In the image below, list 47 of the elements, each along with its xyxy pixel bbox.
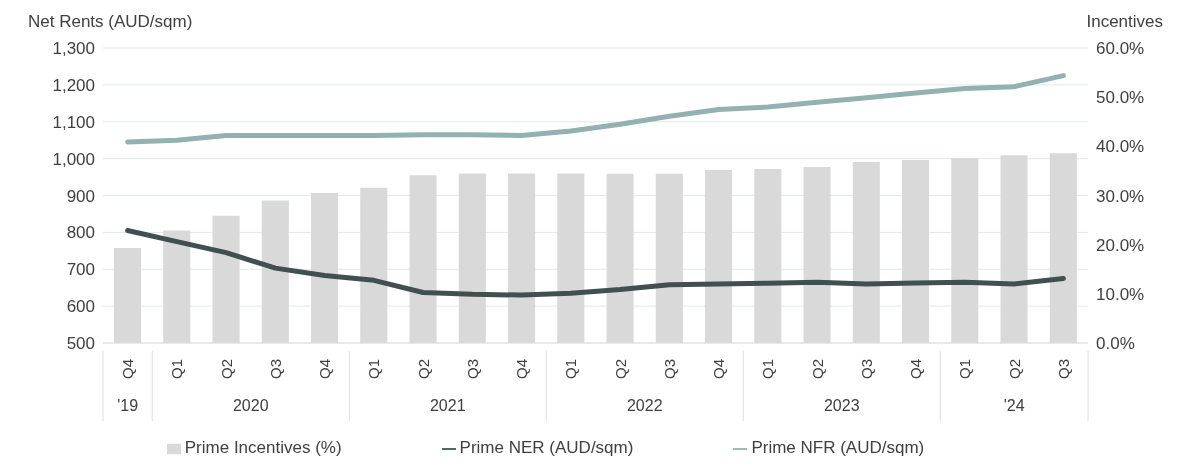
y-tick-label: 1,200 (52, 75, 95, 95)
text: 2020 (232, 397, 269, 414)
x-tick-label: Q1 (168, 359, 186, 380)
text: '19 (117, 397, 139, 414)
legend-label: Prime NER (AUD/sqm) (459, 438, 634, 457)
y2-axis-title: Incentives (1086, 12, 1163, 32)
x-tick-label: Q1 (562, 359, 580, 380)
y2-tick-label: 50.0% (1096, 88, 1145, 108)
text: '24 (1003, 397, 1025, 414)
y2-tick-label: 40.0% (1096, 137, 1145, 157)
y-tick-label: 1,100 (52, 112, 95, 132)
x-tick-label: Q4 (513, 359, 531, 380)
text: 2022 (626, 397, 663, 414)
x-tick-label: Q2 (611, 359, 629, 380)
x-tick-label: Q1 (956, 359, 974, 380)
y2-tick-label: 10.0% (1096, 284, 1145, 304)
y-tick-label: 800 (66, 223, 95, 243)
y-tick-label: 500 (66, 334, 95, 354)
y-tick-label: 700 (66, 260, 95, 280)
y-tick-label: 1,300 (52, 39, 95, 59)
x-tick-label: Q4 (907, 359, 925, 380)
x-tick-label: Q3 (463, 359, 481, 380)
legend-label: Prime Incentives (%) (184, 438, 342, 457)
y2-tick-label: 20.0% (1096, 235, 1145, 255)
x-tick-label: Q4 (316, 359, 334, 380)
y2-tick-label: 0.0% (1096, 334, 1135, 354)
legend-label: Prime NFR (AUD/sqm) (751, 438, 925, 457)
y-axis-title: Net Rents (AUD/sqm) (28, 12, 193, 32)
x-tick-label: Q3 (857, 359, 875, 380)
x-tick-label: Q2 (1005, 359, 1023, 380)
text: 2021 (429, 397, 466, 414)
x-tick-label: Q3 (266, 359, 284, 380)
x-tick-label: Q4 (710, 359, 728, 380)
x-tick-label: Q1 (759, 359, 777, 380)
y-tick-label: 600 (66, 297, 95, 317)
x-tick-label: Q3 (1054, 359, 1072, 380)
x-tick-label: Q3 (660, 359, 678, 380)
x-tick-label: Q1 (365, 359, 383, 380)
y2-tick-label: 30.0% (1096, 186, 1145, 206)
text: 2023 (823, 397, 860, 414)
x-tick-label: Q2 (808, 359, 826, 380)
x-tick-label: Q2 (217, 359, 235, 380)
x-tick-label: Q2 (414, 359, 432, 380)
y-tick-label: 1,000 (52, 149, 95, 169)
x-tick-label: Q4 (119, 359, 137, 380)
y2-tick-label: 60.0% (1096, 39, 1145, 59)
y-tick-label: 900 (66, 186, 95, 206)
